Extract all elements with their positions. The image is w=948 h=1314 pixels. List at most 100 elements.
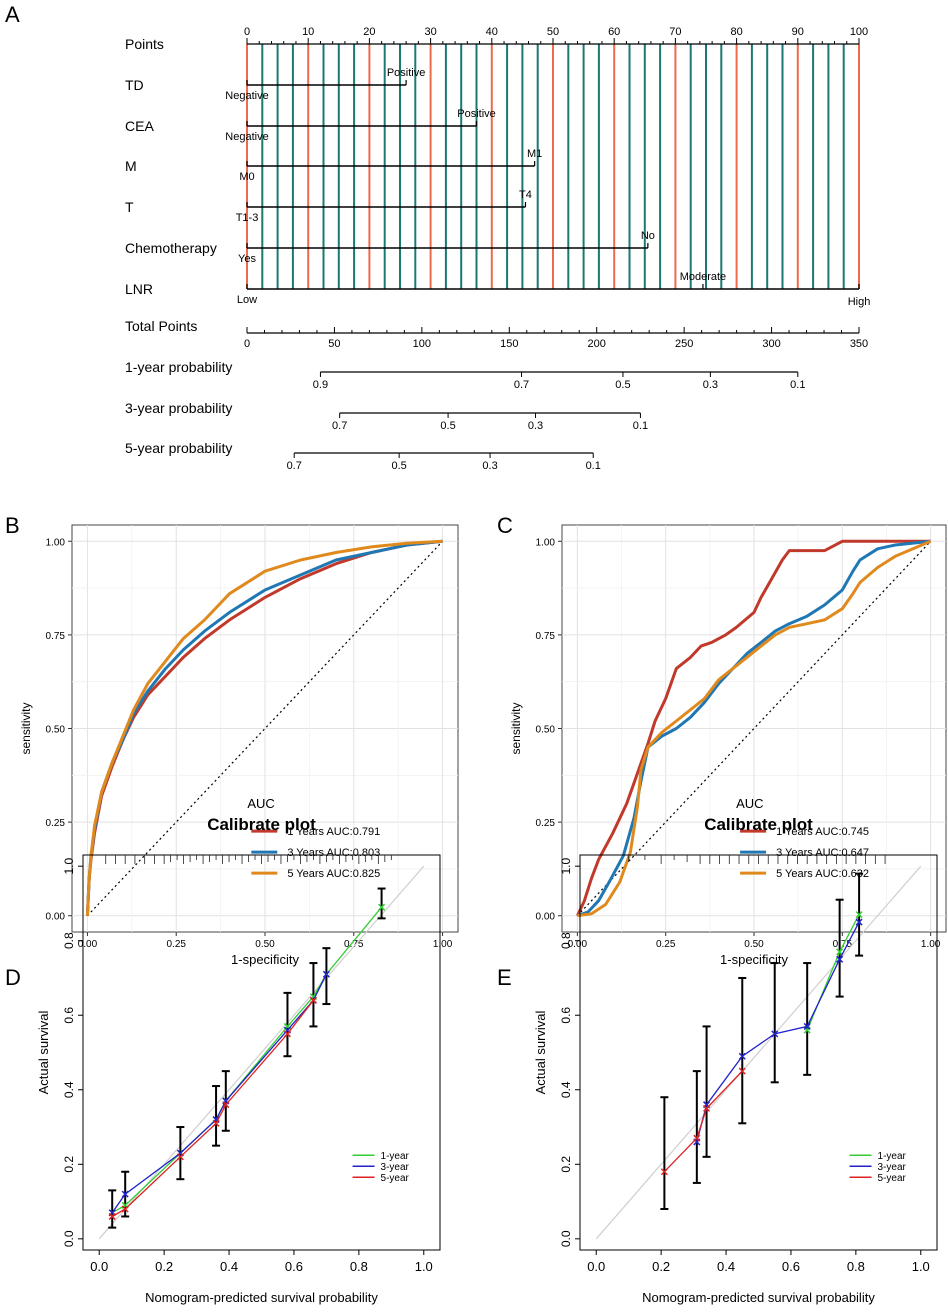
probability-tick-label: 0.3 [703,379,718,391]
y-tick-label: 0.75 [536,631,556,642]
ideal-reference-line [98,865,425,1240]
variable-level-label: Positive [387,67,426,79]
calibration-point-marker [855,918,863,926]
variable-label-chemotherapy: Chemotherapy [125,240,217,256]
x-tick-label: 0.25 [166,939,186,950]
x-tick-label: 0.00 [568,939,588,950]
y-tick-label: 0.6 [62,1007,76,1024]
variable-label-td: TD [125,77,144,93]
calibration-line-3-year [111,973,327,1214]
total-points-tick-label: 300 [762,338,780,350]
probability-tick-label: 0.9 [313,379,328,391]
variable-level-label: High [848,296,871,308]
variable-label-lnr: LNR [125,281,153,297]
variable-level-label: Negative [225,131,268,143]
legend-entry: 1-year [878,1151,907,1162]
y-tick-label: 0.4 [559,1081,573,1098]
roc-panel-c: 0.000.000.250.250.500.500.750.751.001.00… [509,524,947,967]
calibration-point-marker [121,1205,129,1213]
variable-level-label: Positive [457,108,496,120]
x-tick-label: 0.2 [652,1259,670,1274]
calibration-point-marker [771,1030,779,1038]
variable-level-label: Negative [225,90,268,102]
x-axis-title: Nomogram-predicted survival probability [642,1290,875,1305]
y-tick-label: 0.0 [559,1230,573,1247]
y-tick-label: 1.0 [62,858,76,875]
points-tick-label: 10 [302,26,314,38]
legend-entry: 1-year [381,1151,410,1162]
legend-entry: 1 Years AUC:0.791 [287,826,380,838]
nomogram-panel: Points 0 10 20 30 40 50 60 70 80 90 100 TD Negative Po… [125,26,870,472]
y-tick-label: 1.0 [559,858,573,875]
y-tick-label: 0.00 [536,912,556,923]
y-tick-label: 0.25 [46,818,66,829]
calibrate-plot-title: Calibrate plot [207,815,316,834]
x-tick-label: 0.6 [285,1259,303,1274]
probability-tick-label: 0.5 [615,379,630,391]
x-tick-label: 0.25 [656,939,676,950]
calibration-line-5-year [663,1070,743,1173]
total-points-tick-label: 150 [500,338,518,350]
calibration-point-marker [855,911,863,919]
calibration-point-marker [693,1134,701,1142]
variable-level-label: Yes [238,253,256,265]
variable-level-label: M0 [239,171,254,183]
calibration-point-marker [212,1119,220,1127]
points-tick-label: 100 [850,26,868,38]
points-tick-label: 70 [669,26,681,38]
calibration-point-marker [803,1022,811,1030]
calibration-point-marker [703,1104,711,1112]
variable-level-label: Moderate [680,271,726,283]
x-tick-label: 1.00 [433,939,453,950]
legend-entry: 3-year [878,1162,907,1173]
probability-axis-label: 5-year probability [125,440,232,456]
legend-title: AUC [736,796,763,811]
y-tick-label: 0.00 [46,912,66,923]
y-axis-title: sensitivity [19,702,33,754]
calibration-point-marker [176,1153,184,1161]
legend-entry: 3-year [381,1162,410,1173]
x-tick-label: 0.0 [90,1259,108,1274]
probability-tick-label: 0.3 [482,460,497,472]
calibration-point-marker [222,1101,230,1109]
panel-letter-c: C [497,513,513,538]
variable-level-label: No [641,230,655,242]
probability-axis-label: 1-year probability [125,359,232,375]
y-tick-label: 0.75 [46,631,66,642]
x-axis-title: 1-specificity [720,952,788,967]
points-tick-label: 30 [424,26,436,38]
probability-tick-label: 0.1 [790,379,805,391]
variable-label-m: M [125,158,137,174]
points-tick-label: 80 [730,26,742,38]
calibration-point-marker [738,1052,746,1060]
variable-label-cea: CEA [125,118,154,134]
y-axis-title: sensitivity [509,702,523,754]
legend-entry: 5-year [878,1173,907,1184]
panel-letter-e: E [497,965,512,990]
probability-tick-label: 0.1 [586,460,601,472]
y-tick-label: 0.4 [62,1081,76,1098]
x-axis-title: Nomogram-predicted survival probability [145,1290,378,1305]
roc-curve-series-3 [85,539,443,916]
probability-tick-label: 0.7 [514,379,529,391]
points-tick-label: 60 [608,26,620,38]
total-points-label: Total Points [125,318,197,334]
total-points-tick-label: 350 [850,338,868,350]
calibration-point-marker [738,1067,746,1075]
calibration-point-marker [108,1212,116,1220]
x-tick-label: 0.00 [78,939,98,950]
x-tick-label: 0.50 [255,939,275,950]
panel-letter-d: D [5,965,21,990]
points-tick-label: 20 [363,26,375,38]
total-points-tick-label: 0 [244,338,250,350]
total-points-tick-label: 50 [328,338,340,350]
probability-tick-label: 0.3 [528,420,543,432]
x-tick-label: 1.0 [912,1259,930,1274]
legend-entry: 1 Years AUC:0.745 [776,826,869,838]
y-tick-label: 0.2 [62,1156,76,1173]
calibration-point-marker [836,955,844,963]
x-tick-label: 0.6 [782,1259,800,1274]
calibrate-plot-title: Calibrate plot [704,815,813,834]
calibration-point-marker [836,948,844,956]
total-points-tick-label: 250 [675,338,693,350]
